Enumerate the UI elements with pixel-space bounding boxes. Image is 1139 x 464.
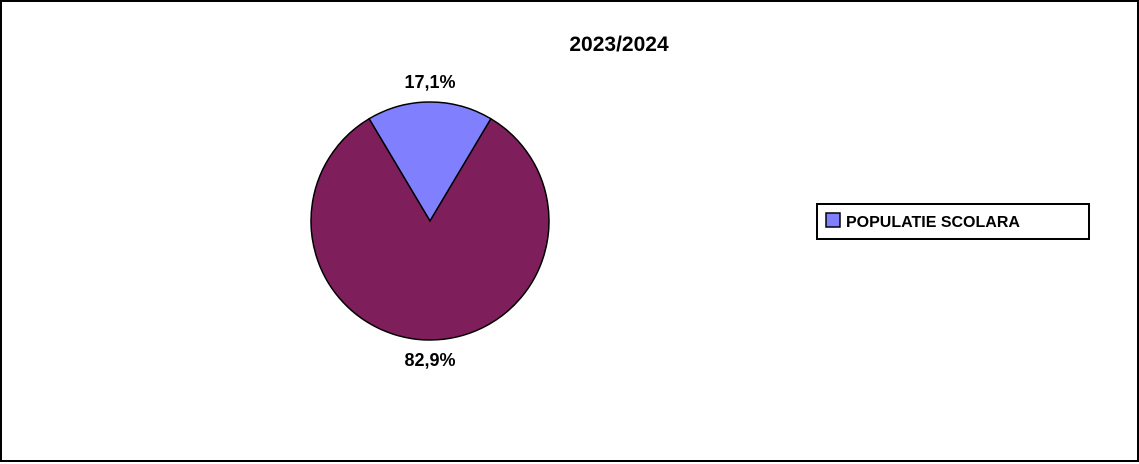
pie-slice-2 bbox=[310, 117, 550, 341]
legend: POPULATIE SCOLARA bbox=[816, 203, 1090, 240]
legend-swatch bbox=[825, 212, 841, 228]
pie-data-labels: 17,1% 82,9% bbox=[404, 72, 455, 370]
legend-label: POPULATIE SCOLARA bbox=[846, 214, 1020, 231]
pie-slices bbox=[310, 101, 550, 341]
data-label-2: 82,9% bbox=[404, 350, 455, 370]
pie-slice-1 bbox=[368, 101, 492, 223]
chart-title: 2023/2024 bbox=[569, 33, 669, 56]
legend-box bbox=[816, 203, 1090, 240]
data-label-1: 17,1% bbox=[404, 72, 455, 92]
